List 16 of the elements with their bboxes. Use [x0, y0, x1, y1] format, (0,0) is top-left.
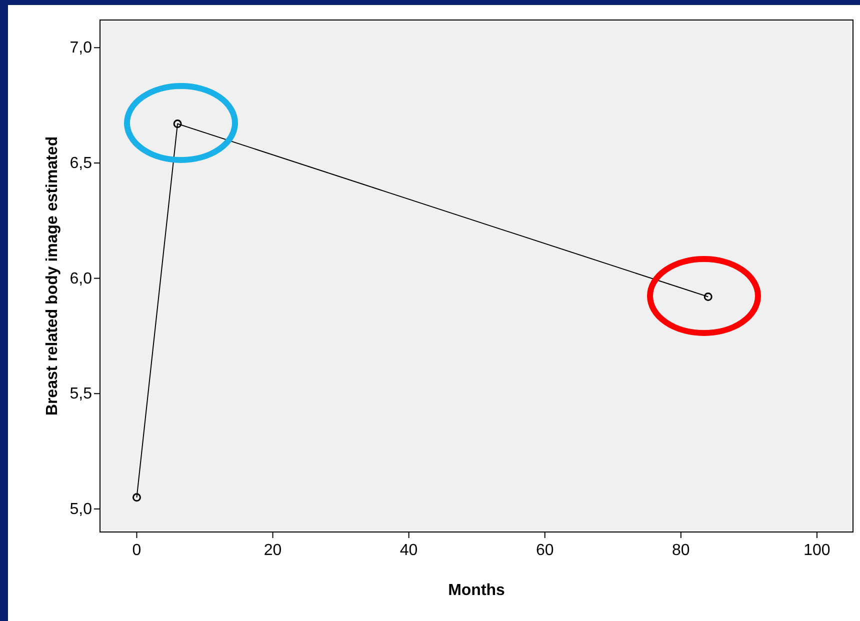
point [132, 493, 141, 502]
y-axis-title: Breast related body image estimated [44, 136, 61, 416]
x-tick-label: 40 [400, 542, 418, 559]
point [704, 292, 712, 302]
y-tick-label: 5,5 [70, 386, 92, 403]
y-tick-label: 6,5 [70, 154, 92, 172]
y-tick-label: 5,0 [70, 500, 92, 518]
x-tick-label: 0 [132, 542, 142, 559]
y-tick-label: 7,0 [70, 40, 92, 57]
x-axis-title: Months [448, 582, 506, 599]
x-tick-label: 100 [804, 542, 830, 559]
point [173, 120, 182, 128]
y-tick-label: 6,0 [70, 270, 92, 288]
x-tick-label: 60 [536, 542, 554, 559]
x-tick-label: 80 [672, 542, 690, 559]
x-tick-label: 20 [264, 542, 282, 559]
